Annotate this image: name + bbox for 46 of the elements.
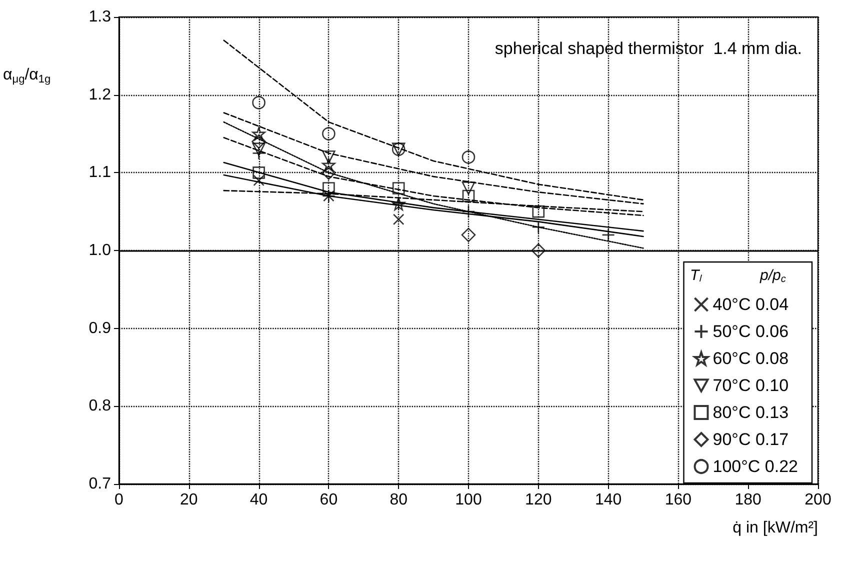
- legend-label: 100°C 0.22: [712, 457, 798, 476]
- x-tick-label: 60: [320, 492, 338, 508]
- y-tick-label: 0.7: [88, 476, 112, 492]
- x-tick-label: 160: [664, 492, 692, 508]
- y-tick-label: 0.9: [88, 320, 112, 337]
- y-tick-label: 1.2: [88, 86, 112, 104]
- x-tick-label: 20: [180, 492, 198, 508]
- y-tick-label: 1.1: [88, 164, 112, 182]
- point: [322, 182, 335, 194]
- annotation: spherical shaped thermistor 1.4 mm dia.: [494, 39, 802, 58]
- point: [392, 214, 404, 226]
- point: [322, 127, 336, 140]
- x-tick-label: 120: [525, 492, 552, 508]
- x-tick-label: 140: [594, 492, 622, 508]
- legend-label: 90°C 0.17: [712, 430, 789, 449]
- point: [532, 205, 545, 218]
- legend-label: 70°C 0.10: [712, 376, 789, 395]
- x-tick-label: 80: [390, 492, 408, 508]
- point: [252, 166, 265, 179]
- point: [531, 243, 546, 258]
- point: [253, 174, 264, 186]
- x-tick-label: 200: [804, 492, 832, 508]
- point: [252, 96, 266, 110]
- x-tick-label: 100: [455, 492, 482, 508]
- x-tick-label: 180: [734, 492, 762, 508]
- y-tick-label: 1.0: [88, 242, 112, 259]
- point: [392, 182, 405, 194]
- point: [252, 127, 266, 140]
- y-tick-label: 1.3: [88, 8, 112, 26]
- x-axis-title: q̇ in [kW/m²]: [732, 520, 818, 536]
- legend-label: 80°C 0.13: [712, 403, 789, 422]
- point: [322, 158, 336, 172]
- point: [462, 182, 476, 195]
- legend-label: 50°C 0.06: [712, 322, 789, 341]
- point: [462, 150, 476, 164]
- x-tick-label: 0: [114, 492, 124, 508]
- point: [252, 142, 266, 156]
- x-tick-label: 40: [250, 492, 268, 508]
- point: [322, 150, 336, 164]
- legend-label: 60°C 0.08: [712, 349, 789, 368]
- y-tick-label: 0.8: [88, 398, 112, 415]
- legend-label: 40°C 0.04: [712, 295, 789, 314]
- point: [252, 134, 266, 149]
- point: [322, 166, 336, 180]
- point: [462, 190, 475, 202]
- point: [461, 228, 476, 242]
